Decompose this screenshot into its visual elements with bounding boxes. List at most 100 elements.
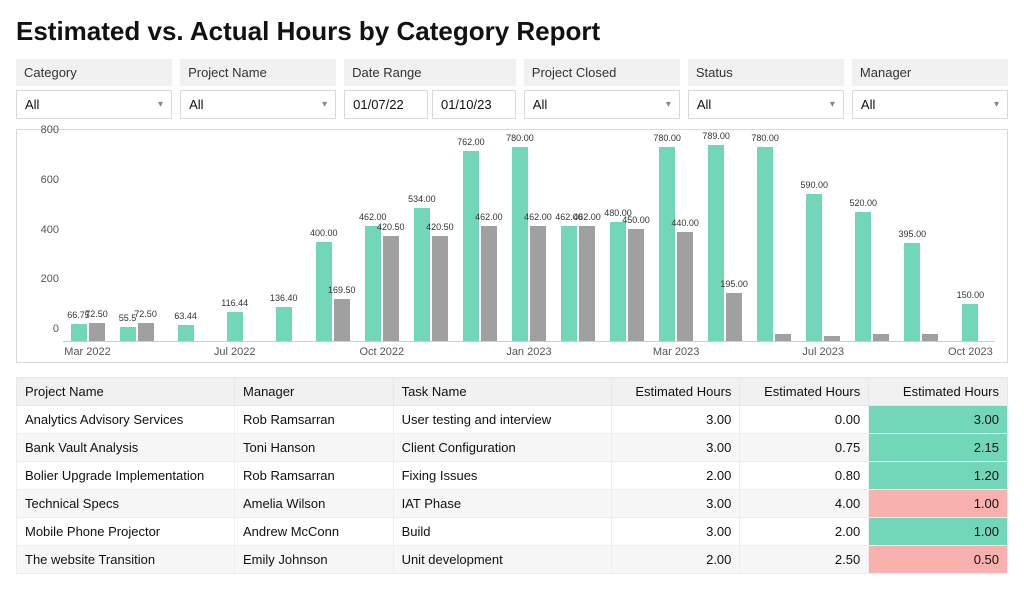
bar-label: 780.00	[751, 133, 779, 143]
table-row[interactable]: Technical SpecsAmelia WilsonIAT Phase3.0…	[17, 490, 1008, 518]
col-task-name[interactable]: Task Name	[393, 378, 611, 406]
bar-actual[interactable]: 440.00	[677, 232, 693, 341]
bar-actual[interactable]	[775, 334, 791, 341]
bar-label: 762.00	[457, 137, 485, 147]
bar-estimated[interactable]: 520.00	[855, 212, 871, 341]
chevron-down-icon: ▾	[994, 99, 999, 110]
cell: 0.50	[869, 546, 1008, 574]
bar-estimated[interactable]: 55.5	[120, 327, 136, 341]
bar-estimated[interactable]: 462.00	[365, 226, 381, 341]
chevron-down-icon: ▾	[830, 99, 835, 110]
cell: Technical Specs	[17, 490, 235, 518]
bar-actual[interactable]: 195.00	[726, 293, 742, 342]
bar-label: 450.00	[622, 215, 650, 225]
cell: Mobile Phone Projector	[17, 518, 235, 546]
bar-group: 150.00	[946, 142, 995, 341]
cell: 0.75	[740, 434, 869, 462]
filter-date-from[interactable]: 01/07/22	[344, 90, 428, 119]
bar-estimated[interactable]: 395.00	[904, 243, 920, 341]
bar-label: 534.00	[408, 194, 436, 204]
bar-group: 780.00440.00	[652, 142, 701, 341]
col-project-name[interactable]: Project Name	[17, 378, 235, 406]
cell: Rob Ramsarran	[235, 406, 394, 434]
filter-manager-select[interactable]: All ▾	[852, 90, 1008, 119]
cell: IAT Phase	[393, 490, 611, 518]
col-est-2[interactable]: Estimated Hours	[740, 378, 869, 406]
chevron-down-icon: ▾	[322, 99, 327, 110]
bar-estimated[interactable]: 780.00	[757, 147, 773, 341]
bar-estimated[interactable]: 462.00	[561, 226, 577, 341]
filter-project-name-select[interactable]: All ▾	[180, 90, 336, 119]
filter-status: Status All ▾	[688, 59, 844, 119]
table-header-row: Project Name Manager Task Name Estimated…	[17, 378, 1008, 406]
bar-group: 395.00	[897, 142, 946, 341]
table-row[interactable]: Bank Vault AnalysisToni HansonClient Con…	[17, 434, 1008, 462]
bar-label: 116.44	[221, 298, 248, 308]
col-est-1[interactable]: Estimated Hours	[611, 378, 740, 406]
col-est-3[interactable]: Estimated Hours	[869, 378, 1008, 406]
bar-actual[interactable]: 462.00	[579, 226, 595, 341]
filter-status-label: Status	[688, 59, 844, 86]
data-table: Project Name Manager Task Name Estimated…	[16, 377, 1008, 574]
cell: Toni Hanson	[235, 434, 394, 462]
bar-actual[interactable]: 450.00	[628, 229, 644, 341]
bar-label: 169.50	[328, 285, 356, 295]
bar-estimated[interactable]: 590.00	[806, 194, 822, 341]
bar-actual[interactable]: 72.50	[89, 323, 105, 341]
cell: Rob Ramsarran	[235, 462, 394, 490]
chevron-down-icon: ▾	[666, 99, 671, 110]
bar-actual[interactable]: 72.50	[138, 323, 154, 341]
bar-group: 66.7572.50	[63, 142, 112, 341]
filter-category-select[interactable]: All ▾	[16, 90, 172, 119]
bar-label: 440.00	[671, 218, 699, 228]
col-manager[interactable]: Manager	[235, 378, 394, 406]
bar-group: 116.44	[210, 142, 259, 341]
filter-date-to[interactable]: 01/10/23	[432, 90, 516, 119]
bar-estimated[interactable]: 480.00	[610, 222, 626, 341]
filter-manager: Manager All ▾	[852, 59, 1008, 119]
bar-actual[interactable]	[824, 336, 840, 341]
bar-actual[interactable]: 462.00	[481, 226, 497, 341]
bar-estimated[interactable]: 762.00	[463, 151, 479, 341]
bar-estimated[interactable]: 780.00	[512, 147, 528, 341]
bar-actual[interactable]: 462.00	[530, 226, 546, 341]
cell: 2.00	[611, 546, 740, 574]
bar-estimated[interactable]: 150.00	[962, 304, 978, 341]
bar-actual[interactable]: 169.50	[334, 299, 350, 341]
table-row[interactable]: Bolier Upgrade ImplementationRob Ramsarr…	[17, 462, 1008, 490]
bar-estimated[interactable]: 116.44	[227, 312, 243, 341]
table-row[interactable]: Analytics Advisory ServicesRob Ramsarran…	[17, 406, 1008, 434]
bar-actual[interactable]	[873, 334, 889, 341]
bar-actual[interactable]: 420.50	[383, 236, 399, 341]
bar-estimated[interactable]: 136.40	[276, 307, 292, 341]
bar-estimated[interactable]: 780.00	[659, 147, 675, 341]
bar-group: 780.00	[750, 142, 799, 341]
bar-estimated[interactable]: 789.00	[708, 145, 724, 341]
bar-label: 195.00	[720, 279, 748, 289]
bar-group: 462.00462.00	[553, 142, 602, 341]
cell: 0.00	[740, 406, 869, 434]
filter-status-select[interactable]: All ▾	[688, 90, 844, 119]
cell: Bank Vault Analysis	[17, 434, 235, 462]
filter-category: Category All ▾	[16, 59, 172, 119]
cell: 1.00	[869, 490, 1008, 518]
y-tick: 200	[29, 273, 59, 285]
table-row[interactable]: The website TransitionEmily JohnsonUnit …	[17, 546, 1008, 574]
bar-actual[interactable]	[922, 334, 938, 341]
filter-project-closed-label: Project Closed	[524, 59, 680, 86]
bar-label: 520.00	[850, 198, 878, 208]
cell: 2.15	[869, 434, 1008, 462]
x-label: Oct 2022	[357, 346, 406, 358]
cell: 1.20	[869, 462, 1008, 490]
bar-estimated[interactable]: 63.44	[178, 325, 194, 341]
x-label	[897, 346, 946, 358]
cell: Unit development	[393, 546, 611, 574]
table-row[interactable]: Mobile Phone ProjectorAndrew McConnBuild…	[17, 518, 1008, 546]
bar-actual[interactable]: 420.50	[432, 236, 448, 341]
bar-label: 780.00	[506, 133, 534, 143]
bar-estimated[interactable]: 66.75	[71, 324, 87, 341]
bar-chart: 020040060080066.7572.5055.572.5063.44116…	[63, 142, 995, 342]
cell: 3.00	[611, 406, 740, 434]
cell: 2.00	[740, 518, 869, 546]
filter-project-closed-select[interactable]: All ▾	[524, 90, 680, 119]
